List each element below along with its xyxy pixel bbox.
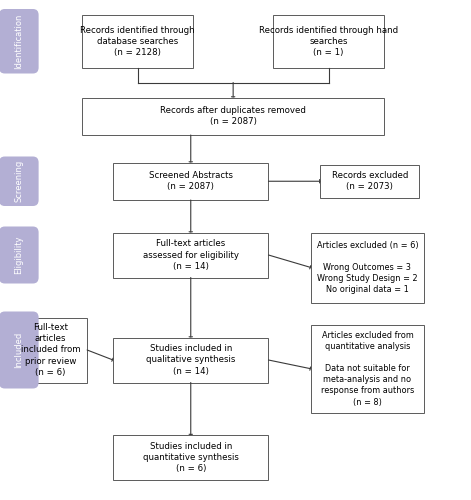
Text: Records excluded
(n = 2073): Records excluded (n = 2073) [332,171,408,192]
FancyBboxPatch shape [311,325,424,412]
FancyBboxPatch shape [82,98,384,135]
FancyBboxPatch shape [113,162,268,200]
Text: Studies included in
qualitative synthesis
(n = 14): Studies included in qualitative synthesi… [146,344,236,376]
FancyBboxPatch shape [311,232,424,302]
Text: Eligibility: Eligibility [14,236,24,274]
FancyBboxPatch shape [0,226,39,283]
Text: Records after duplicates removed
(n = 2087): Records after duplicates removed (n = 20… [160,106,306,126]
FancyBboxPatch shape [113,435,268,480]
Text: Full-text articles
assessed for eligibility
(n = 14): Full-text articles assessed for eligibil… [143,240,239,270]
Text: Screened Abstracts
(n = 2087): Screened Abstracts (n = 2087) [149,171,233,192]
Text: Records identified through
database searches
(n = 2128): Records identified through database sear… [81,26,195,57]
FancyBboxPatch shape [82,15,193,68]
Text: Identification: Identification [14,14,24,69]
Text: Records identified through hand
searches
(n = 1): Records identified through hand searches… [259,26,398,57]
Text: Full-text
articles
included from
prior review
(n = 6): Full-text articles included from prior r… [21,324,81,376]
Text: Included: Included [14,332,24,368]
FancyBboxPatch shape [0,156,39,206]
Text: Articles excluded from
quantitative analysis

Data not suitable for
meta-analysi: Articles excluded from quantitative anal… [321,331,414,406]
FancyBboxPatch shape [0,312,39,388]
FancyBboxPatch shape [273,15,384,68]
Text: Articles excluded (n = 6)

Wrong Outcomes = 3
Wrong Study Design = 2
No original: Articles excluded (n = 6) Wrong Outcomes… [317,241,418,294]
FancyBboxPatch shape [14,318,87,382]
Text: Screening: Screening [14,160,24,202]
FancyBboxPatch shape [113,232,268,278]
FancyBboxPatch shape [113,338,268,382]
FancyBboxPatch shape [320,165,419,198]
Text: Studies included in
quantitative synthesis
(n = 6): Studies included in quantitative synthes… [143,442,239,473]
FancyBboxPatch shape [0,9,39,74]
